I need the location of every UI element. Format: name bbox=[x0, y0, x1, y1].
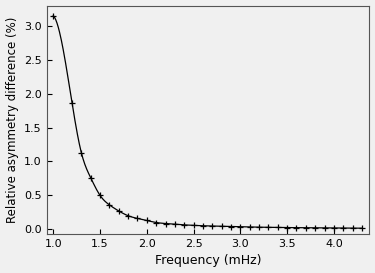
X-axis label: Frequency (mHz): Frequency (mHz) bbox=[155, 254, 261, 268]
Y-axis label: Relative asymmetry difference (%): Relative asymmetry difference (%) bbox=[6, 17, 18, 223]
